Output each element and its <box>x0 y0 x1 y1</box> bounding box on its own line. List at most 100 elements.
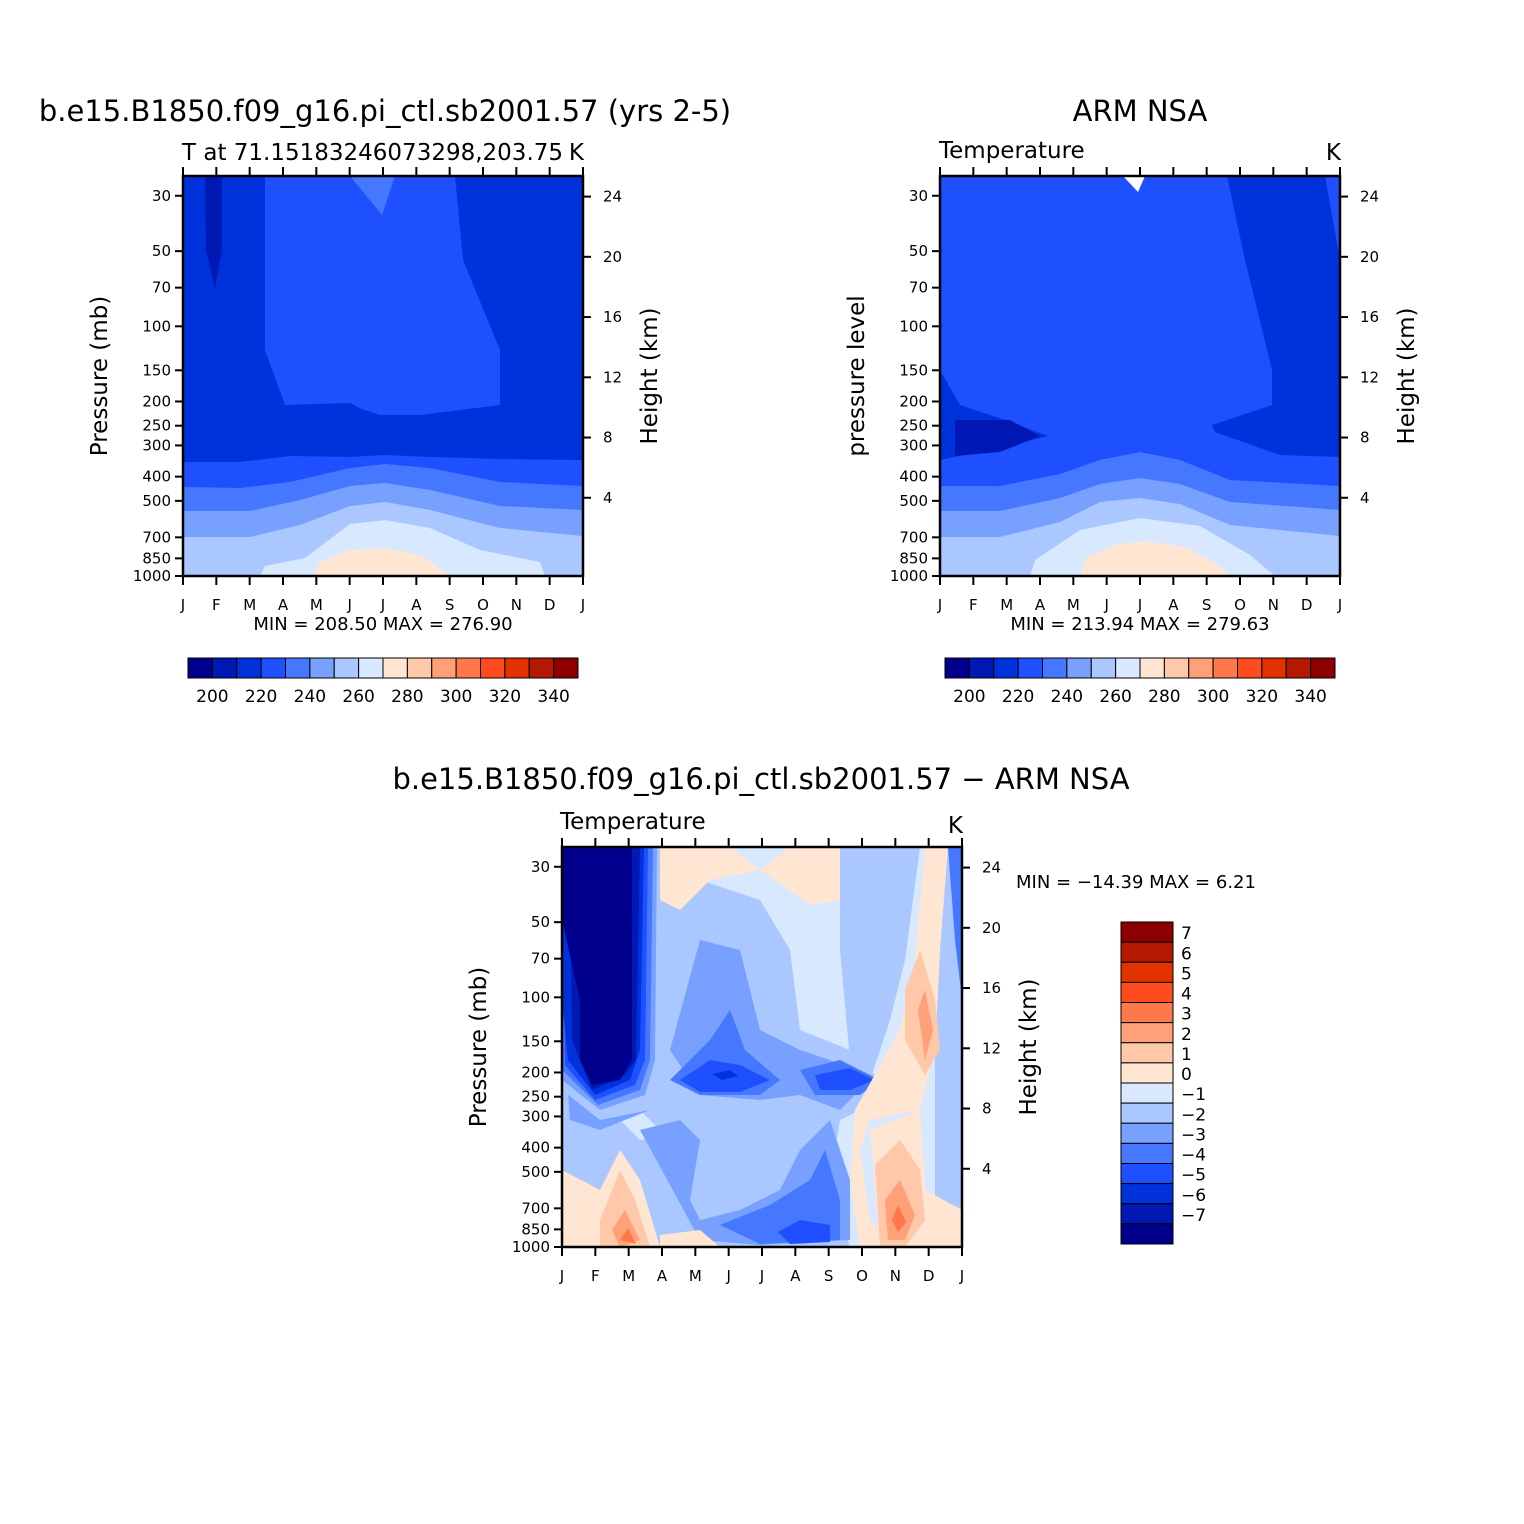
pressure-tick-label: 850 <box>142 549 171 567</box>
pressure-tick-label: 700 <box>521 1199 550 1217</box>
pressure-tick-label: 1000 <box>512 1238 550 1256</box>
colorbar-label: 220 <box>1002 687 1034 707</box>
month-tick-label: D <box>923 1267 935 1285</box>
panel-diff-units: K <box>948 813 964 839</box>
month-tick-label: N <box>511 596 522 614</box>
month-tick-label: D <box>544 596 556 614</box>
month-tick-label: O <box>1234 596 1246 614</box>
colorbar-label: 5 <box>1181 964 1192 984</box>
colorbar-label: 1 <box>1181 1045 1192 1065</box>
colorbar-swatch <box>187 657 213 679</box>
panel-obs-fill-280 <box>1080 541 1232 576</box>
month-tick-label: O <box>856 1267 868 1285</box>
pressure-tick-label: 30 <box>531 858 550 876</box>
colorbar-swatch <box>1120 1142 1174 1164</box>
colorbar-label: −5 <box>1181 1166 1206 1186</box>
colorbar-label: 200 <box>196 687 228 707</box>
month-tick-label: M <box>243 596 256 614</box>
pressure-tick-label: 500 <box>899 492 928 510</box>
colorbar-swatch <box>1120 981 1174 1003</box>
colorbar-swatch <box>333 657 360 679</box>
pressure-tick-label: 50 <box>152 242 171 260</box>
panel-obs-fill-white <box>1123 176 1145 192</box>
panel-obs-ylabel: pressure level <box>844 295 870 456</box>
colorbar-swatch <box>944 657 970 679</box>
colorbar-label: 240 <box>294 687 326 707</box>
pressure-tick-label: 850 <box>521 1220 550 1238</box>
diff-fill-m6-mid <box>712 1070 738 1080</box>
colorbar-swatch <box>968 657 995 679</box>
panel-model-y2label: Height (km) <box>637 307 663 444</box>
panel-model-fill-near-uniform <box>235 403 378 440</box>
colorbar-swatch <box>260 657 286 679</box>
pressure-tick-label: 70 <box>909 279 928 297</box>
panel-model-colorbar: 200 220 240 260 280 300 320 340 <box>187 657 579 707</box>
colorbar-swatch <box>455 657 481 679</box>
colorbar-swatch <box>480 657 506 679</box>
colorbar-swatch <box>1139 657 1165 679</box>
diff-fill-p0-right <box>850 847 948 1247</box>
colorbar-swatch <box>993 657 1019 679</box>
height-tick-label: 4 <box>1360 489 1370 507</box>
colorbar-label: 200 <box>953 687 985 707</box>
colorbar-swatch <box>1120 921 1174 943</box>
panel-model-units: K <box>569 140 585 166</box>
month-tick-label: J <box>725 1267 730 1285</box>
month-tick-label: A <box>657 1267 668 1285</box>
colorbar-label: 280 <box>391 687 423 707</box>
panel-diff-minmax: MIN = −14.39 MAX = 6.21 <box>1016 872 1256 893</box>
height-tick-label: 8 <box>982 1100 992 1118</box>
height-tick-label: 24 <box>603 188 622 206</box>
month-tick-label: M <box>689 1267 702 1285</box>
month-tick-label: A <box>790 1267 801 1285</box>
diff-fill-m5-low <box>778 1220 830 1244</box>
panel-obs: ARM NSA Temperature K pressure level Hei… <box>844 94 1420 707</box>
colorbar-swatch <box>1188 657 1214 679</box>
month-tick-label: A <box>411 596 422 614</box>
pressure-tick-label: 700 <box>899 528 928 546</box>
pressure-tick-label: 70 <box>152 279 171 297</box>
month-tick-label: F <box>212 596 221 614</box>
colorbar-label: 6 <box>1181 944 1192 964</box>
panel-model-title: b.e15.B1850.f09_g16.pi_ctl.sb2001.57 (yr… <box>39 94 731 128</box>
colorbar-swatch <box>1120 1022 1174 1044</box>
pressure-tick-label: 500 <box>142 492 171 510</box>
panel-model: b.e15.B1850.f09_g16.pi_ctl.sb2001.57 (yr… <box>39 94 731 707</box>
pressure-tick-label: 70 <box>531 950 550 968</box>
month-tick-label: M <box>1000 596 1013 614</box>
colorbar-swatch <box>1212 657 1238 679</box>
diff-fill-m4-low <box>720 1150 840 1244</box>
diff-fill-m2-right <box>840 847 920 1110</box>
colorbar-label: 280 <box>1148 687 1180 707</box>
panel-obs-subtitle: Temperature <box>938 138 1085 164</box>
colorbar-swatch <box>1042 657 1068 679</box>
panel-obs-title: ARM NSA <box>1073 94 1208 128</box>
height-tick-label: 8 <box>1360 429 1370 447</box>
colorbar-swatch <box>358 657 384 679</box>
panel-obs-y2label-wrap: Height (km) <box>1394 307 1420 444</box>
colorbar-swatch <box>285 657 311 679</box>
panel-diff-subtitle: Temperature <box>559 809 706 835</box>
panel-model-fill-280 <box>313 548 450 576</box>
pressure-tick-label: 1000 <box>890 567 928 585</box>
pressure-tick-label: 150 <box>899 361 928 379</box>
month-tick-label: J <box>559 1267 564 1285</box>
diff-fill-m4-edge <box>948 847 962 1000</box>
colorbar-label: −7 <box>1181 1206 1206 1226</box>
height-tick-label: 12 <box>982 1039 1001 1057</box>
colorbar-label: 0 <box>1181 1065 1192 1085</box>
pressure-tick-label: 100 <box>521 988 550 1006</box>
colorbar-swatch <box>1120 1183 1174 1205</box>
panel-model-ylabel: Pressure (mb) <box>87 296 113 456</box>
height-tick-label: 20 <box>1360 248 1379 266</box>
colorbar-swatch <box>1120 1002 1174 1024</box>
month-tick-label: J <box>380 596 385 614</box>
panel-diff: b.e15.B1850.f09_g16.pi_ctl.sb2001.57 − A… <box>392 762 1256 1285</box>
pressure-tick-label: 1000 <box>133 567 171 585</box>
colorbar-swatch <box>236 657 262 679</box>
month-tick-label: J <box>346 596 351 614</box>
month-tick-label: N <box>1268 596 1279 614</box>
